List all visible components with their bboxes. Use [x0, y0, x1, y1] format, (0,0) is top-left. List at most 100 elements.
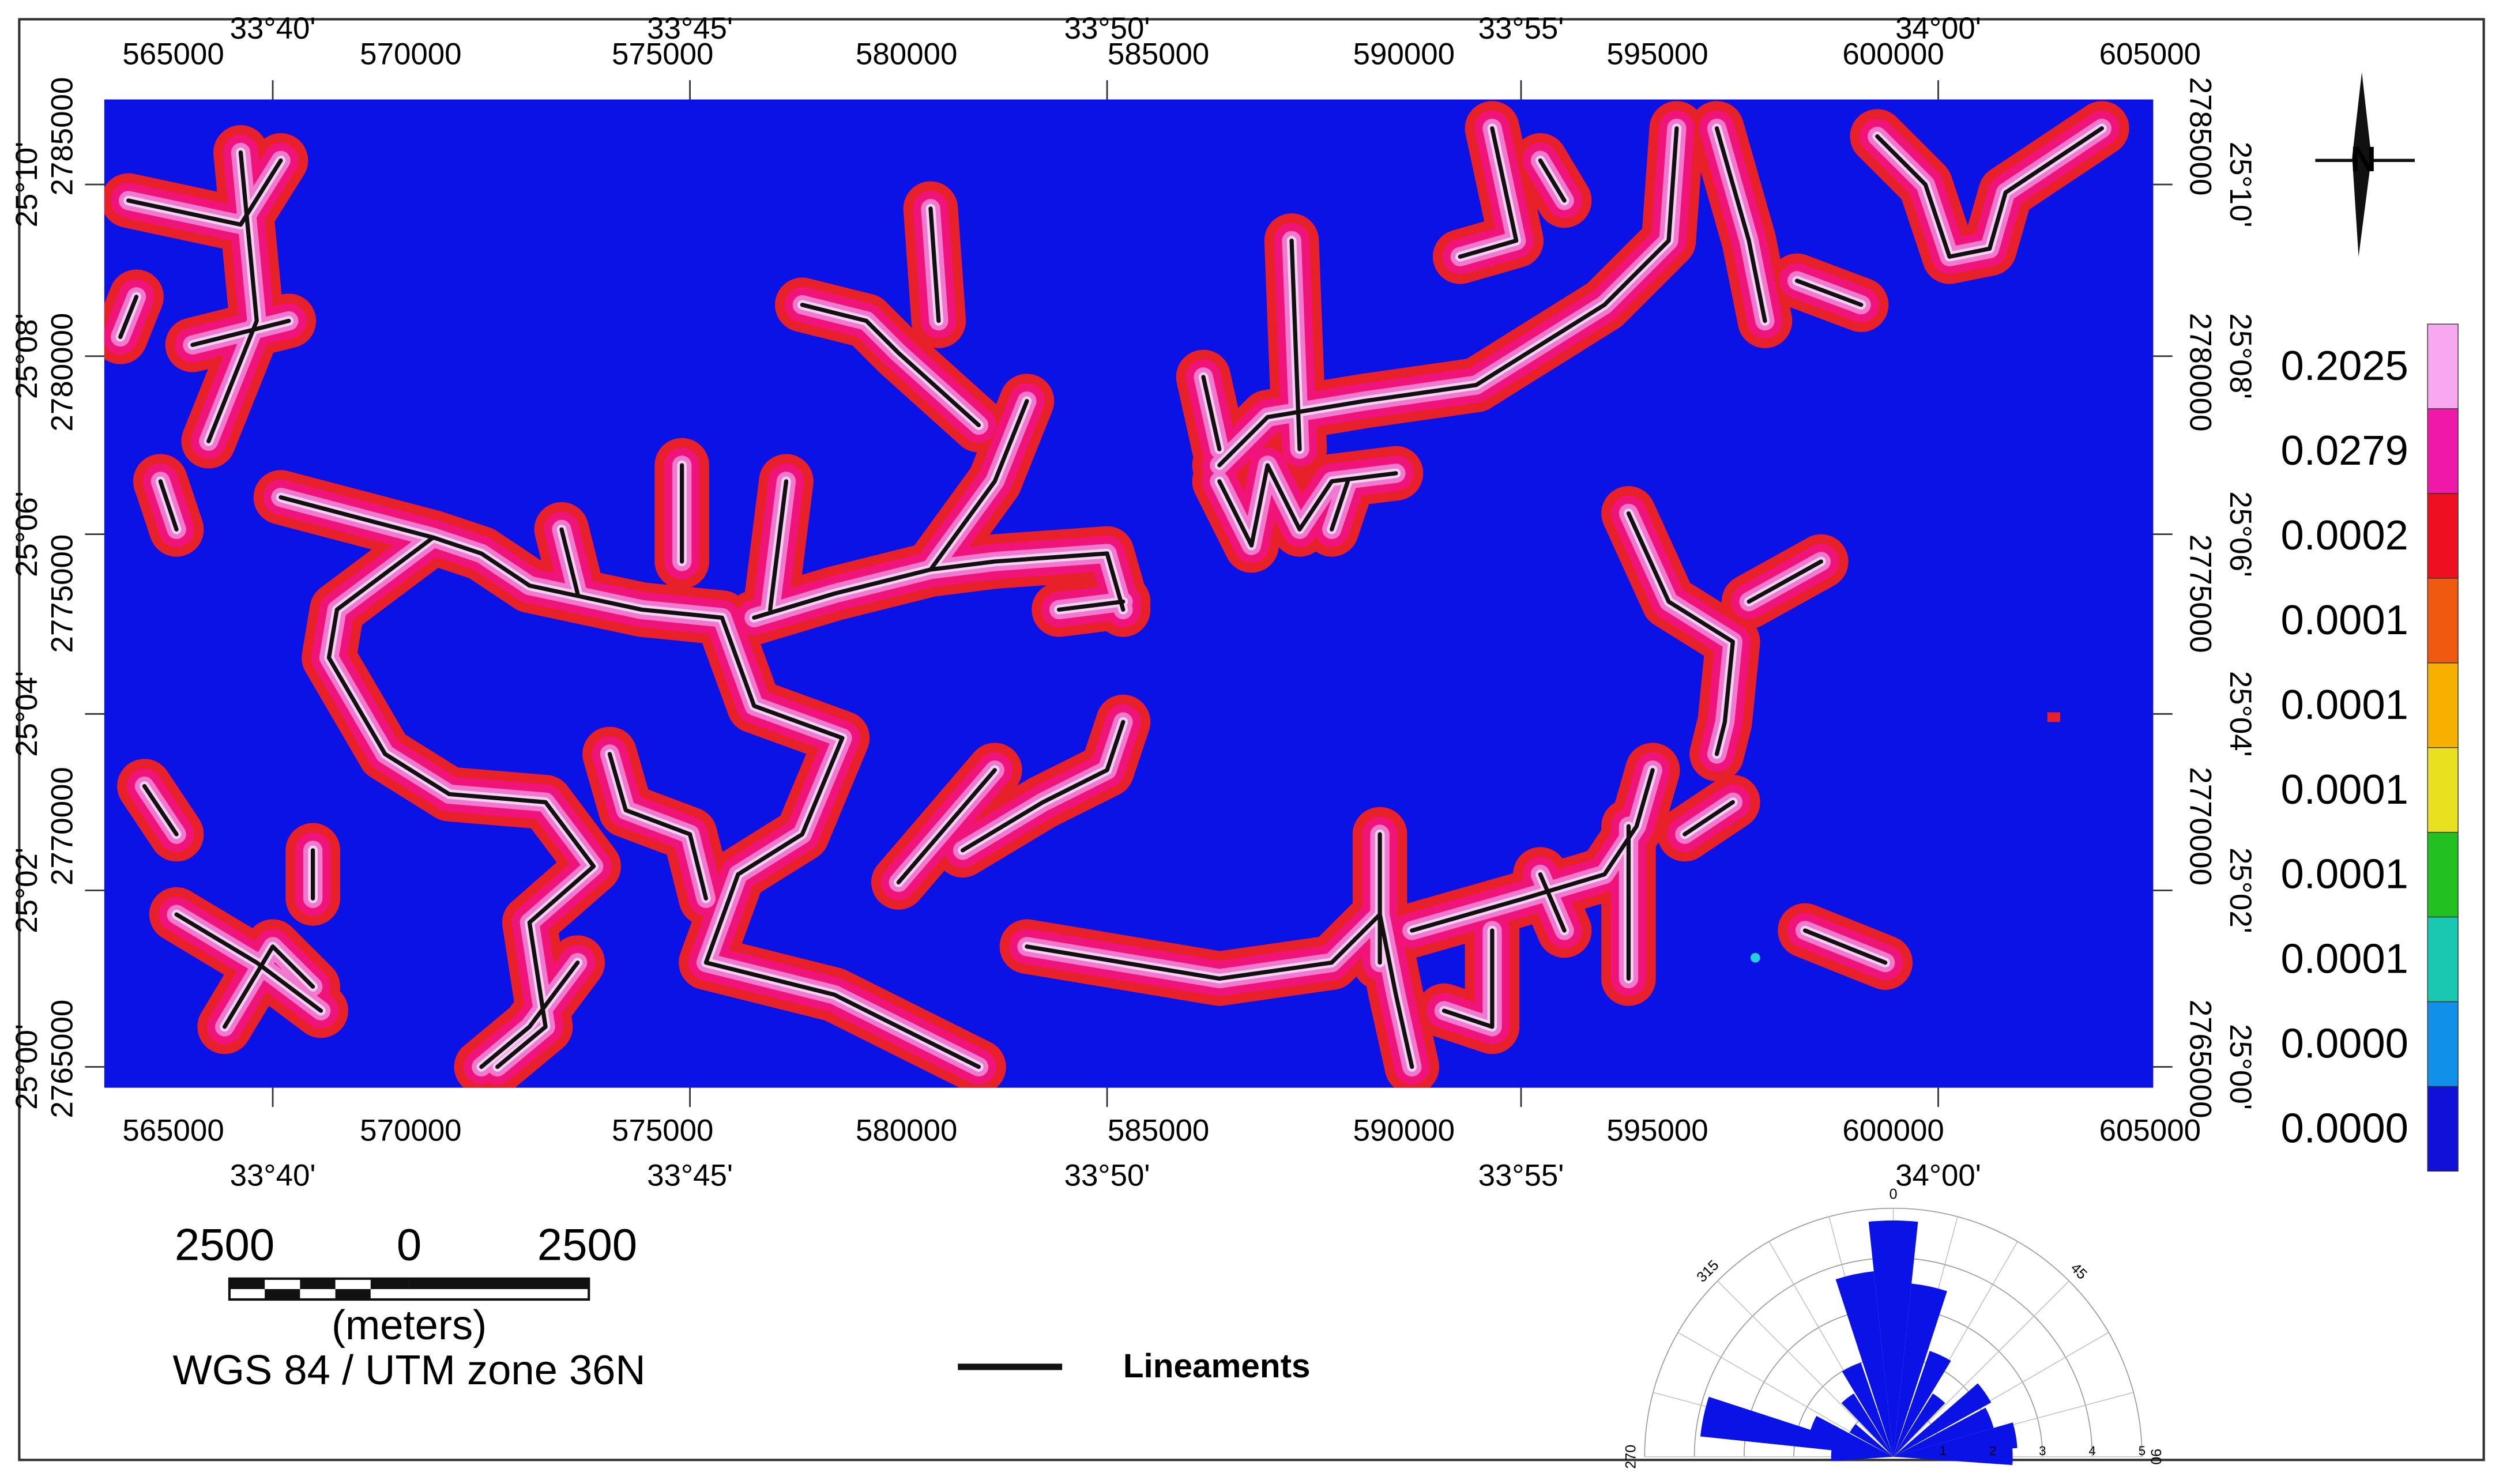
- northing-label: 2765000: [45, 1000, 79, 1118]
- scale-segment: [370, 1278, 409, 1289]
- arrow-shape: [2352, 72, 2372, 257]
- longitude-label: 33°50': [1064, 1158, 1150, 1192]
- rose-petal: [1893, 1283, 1947, 1457]
- easting-label: 590000: [1353, 37, 1455, 71]
- map-clip: [121, 129, 2102, 1067]
- colorbar-swatch: [2427, 578, 2459, 664]
- legend: Lineaments: [958, 1347, 1311, 1385]
- longitude-label: 33°55': [1478, 12, 1564, 46]
- longitude-label: 33°40': [230, 1158, 316, 1192]
- latitude-label: 25°02': [10, 848, 44, 933]
- colorbar-swatch: [2427, 408, 2459, 494]
- colorbar-label: 0.0000: [2281, 1105, 2408, 1151]
- spot: [1750, 952, 1760, 963]
- northing-label: 2770000: [2183, 767, 2217, 886]
- northing-label: 2775000: [45, 534, 79, 653]
- scale-bar: 2500 0 2500 (meters) WGS 84 / UTM zone 3…: [173, 1219, 646, 1394]
- longitude-label: 34°00': [1895, 1158, 1981, 1192]
- latitude-label: 25°10': [10, 142, 44, 228]
- easting-label: 580000: [856, 37, 957, 71]
- easting-label: 565000: [122, 1114, 224, 1148]
- scale-label: 2500: [175, 1219, 274, 1270]
- latitude-label: 25°04': [10, 671, 44, 757]
- easting-label: 605000: [2099, 1114, 2201, 1148]
- easting-label: 600000: [1842, 1114, 1944, 1148]
- scale-unit: (meters): [332, 1302, 487, 1349]
- latitude-label: 25°08': [10, 313, 44, 399]
- easting-label: 595000: [1606, 37, 1708, 71]
- scale-segment: [335, 1289, 371, 1300]
- rose-spoke: [1717, 1280, 1894, 1457]
- north-label: N: [2351, 140, 2376, 179]
- easting-label: 570000: [360, 1114, 461, 1148]
- colorbar-swatch: [2427, 747, 2459, 833]
- scale-label: 2500: [537, 1219, 637, 1270]
- easting-label: 600000: [1842, 37, 1944, 71]
- northing-label: 2780000: [45, 313, 79, 432]
- easting-label: 595000: [1606, 1114, 1708, 1148]
- rose-petal: [1850, 1424, 1894, 1457]
- easting-label: 590000: [1353, 1114, 1455, 1148]
- latitude-label: 25°04': [2223, 671, 2257, 757]
- colorbar: 0.2025 0.0279 0.0002 0.0001 0.0001 0.0001 0.00…: [2281, 323, 2459, 1172]
- raster-map: [104, 99, 2154, 1088]
- rose-spoke: [1893, 1280, 2070, 1457]
- colorbar-label: 0.0001: [2281, 597, 2408, 643]
- rose-angle-label: 270: [1623, 1445, 1639, 1469]
- latitude-label: 25°00': [10, 1024, 44, 1110]
- northing-label: 2775000: [2183, 534, 2217, 653]
- colorbar-swatch: [2427, 493, 2459, 579]
- northing-label: 2780000: [2183, 313, 2217, 432]
- scale-segment: [409, 1278, 589, 1289]
- longitude-label: 33°40': [230, 12, 316, 46]
- easting-label: 580000: [856, 1114, 957, 1148]
- colorbar-swatch: [2427, 662, 2459, 748]
- longitude-label: 33°45': [647, 1158, 733, 1192]
- easting-label: 565000: [122, 37, 224, 71]
- easting-label: 605000: [2099, 37, 2201, 71]
- colorbar-label: 0.0001: [2281, 767, 2408, 813]
- rose-radius-label: 4: [2088, 1444, 2095, 1458]
- rose-petal: [1893, 1440, 2013, 1466]
- rose-petal: [1835, 1271, 1894, 1457]
- colorbar-label: 0.0001: [2281, 682, 2408, 728]
- easting-label: 570000: [360, 37, 461, 71]
- rose-petal: [1842, 1362, 1894, 1457]
- latitude-label: 25°00': [2223, 1024, 2257, 1110]
- rose-petal: [1868, 1220, 1918, 1457]
- scale-segment: [300, 1278, 336, 1289]
- latitude-label: 25°10': [2223, 142, 2257, 228]
- rose-petal: [1841, 1393, 1894, 1457]
- map-ticks: 565000 565000 570000 570000 575000 575000 5800…: [10, 12, 2257, 1193]
- easting-label: 585000: [1108, 37, 1209, 71]
- rose-petal: [1893, 1383, 1992, 1457]
- legend-label: Lineaments: [1123, 1347, 1311, 1385]
- colorbar-label: 0.0001: [2281, 936, 2408, 982]
- latitude-label: 25°02': [2223, 848, 2257, 933]
- colorbar-label: 0.0002: [2281, 513, 2408, 559]
- colorbar-label: 0.0279: [2281, 428, 2408, 474]
- rose-petal: [1893, 1407, 1994, 1457]
- easting-label: 585000: [1108, 1114, 1209, 1148]
- latitude-label: 25°06': [2223, 491, 2257, 577]
- rose-petal: [1893, 1351, 1951, 1457]
- easting-label: 575000: [612, 1114, 713, 1148]
- rose-radius-label: 2: [1989, 1444, 1996, 1458]
- longitude-label: 34°00': [1895, 12, 1981, 46]
- colorbar-label: 0.2025: [2281, 343, 2408, 389]
- colorbar-swatch: [2427, 1086, 2459, 1172]
- northing-label: 2785000: [45, 77, 79, 196]
- rose-angle-label: 0: [1890, 1187, 1898, 1203]
- spot: [2047, 712, 2060, 722]
- rose-petal: [1831, 1448, 1894, 1462]
- scale-segment: [229, 1278, 265, 1289]
- longitude-label: 33°45': [647, 12, 733, 46]
- rose-radius-label: 3: [2039, 1444, 2046, 1458]
- northing-label: 2770000: [45, 767, 79, 886]
- scale-label: 0: [397, 1219, 421, 1270]
- colorbar-label: 0.0001: [2281, 852, 2408, 898]
- easting-label: 575000: [612, 37, 713, 71]
- scale-segment: [265, 1289, 300, 1300]
